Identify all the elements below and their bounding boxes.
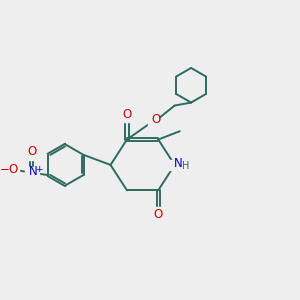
Text: −: − [0, 163, 10, 176]
Bar [148, 116, 158, 126]
Text: N: N [28, 165, 38, 178]
Text: O: O [122, 108, 132, 121]
Bar [5, 166, 19, 175]
Text: O: O [27, 145, 36, 158]
Text: O: O [8, 163, 17, 176]
Bar [122, 112, 132, 122]
Text: O: O [151, 113, 160, 126]
Text: N: N [174, 157, 183, 170]
Bar [167, 160, 184, 170]
Text: O: O [154, 208, 163, 221]
Bar [153, 206, 164, 217]
Bar [25, 167, 38, 178]
Bar [27, 150, 37, 160]
Text: H: H [182, 160, 190, 170]
Text: +: + [34, 165, 42, 174]
